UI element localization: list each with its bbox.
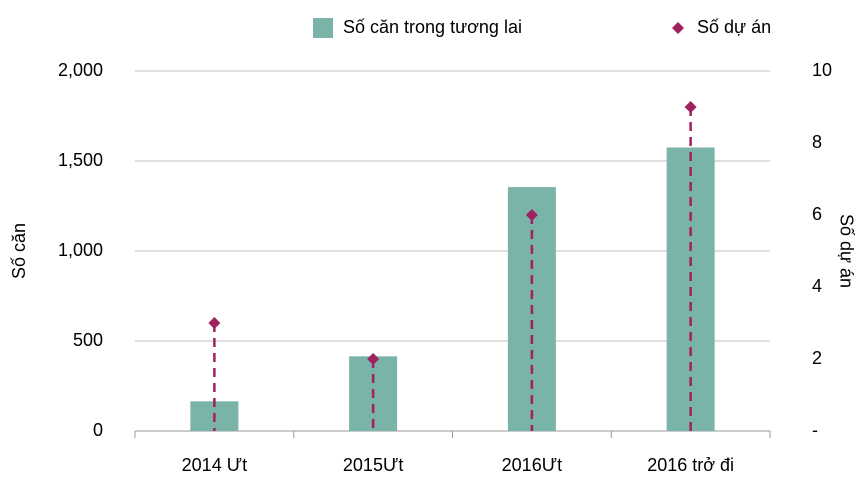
diamond-marker	[525, 209, 538, 221]
x-tick-label: 2016 trở đi	[647, 455, 734, 475]
y-tick-label: 1,000	[58, 240, 103, 260]
y2-axis-label: Số dự án	[836, 214, 856, 288]
legend-label: Số dự án	[697, 17, 771, 37]
legend-label: Số căn trong tương lai	[343, 17, 522, 37]
y2-tick-label: 10	[812, 60, 832, 80]
diamond-marker	[367, 353, 380, 365]
x-tick-label: 2014 Ưt	[182, 455, 247, 475]
y2-tick-label: 2	[812, 348, 822, 368]
y2-tick-label: -	[812, 420, 818, 440]
x-tick-label: 2015Ưt	[343, 455, 403, 475]
y2-tick-label: 6	[812, 204, 822, 224]
y-tick-label: 2,000	[58, 60, 103, 80]
y-tick-label: 0	[93, 420, 103, 440]
diamond-marker	[208, 317, 221, 329]
y-axis-label: Số căn	[9, 223, 29, 279]
diamond-marker	[684, 101, 697, 113]
y2-tick-label: 8	[812, 132, 822, 152]
legend-marker	[672, 22, 684, 34]
legend-swatch	[313, 18, 333, 38]
y-tick-label: 1,500	[58, 150, 103, 170]
y-tick-label: 500	[73, 330, 103, 350]
y2-tick-label: 4	[812, 276, 822, 296]
x-tick-label: 2016Ưt	[502, 455, 562, 475]
